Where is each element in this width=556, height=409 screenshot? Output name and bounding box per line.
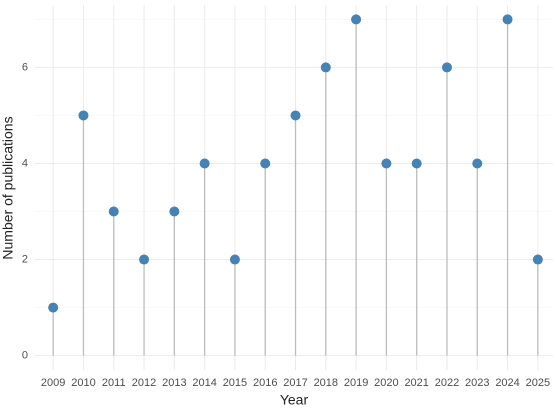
point [108, 206, 119, 217]
point [411, 158, 422, 169]
x-tick-label: 2018 [314, 377, 338, 389]
x-tick-label: 2020 [374, 377, 398, 389]
x-tick-label: 2009 [41, 377, 65, 389]
point [139, 254, 150, 265]
point [78, 110, 89, 121]
point [48, 302, 59, 313]
point [199, 158, 210, 169]
y-axis-title: Number of publications [0, 116, 16, 259]
x-tick-label: 2017 [283, 377, 307, 389]
x-tick-label: 2019 [344, 377, 368, 389]
x-tick-label: 2022 [435, 377, 459, 389]
y-tick-label: 0 [22, 349, 28, 361]
x-tick-label: 2025 [526, 377, 550, 389]
point [290, 110, 301, 121]
x-tick-label: 2015 [223, 377, 247, 389]
x-tick-label: 2010 [71, 377, 95, 389]
x-tick-label: 2021 [404, 377, 428, 389]
x-axis-title: Year [280, 392, 309, 408]
point [169, 206, 180, 217]
y-tick-label: 4 [22, 157, 28, 169]
x-tick-label: 2011 [102, 377, 126, 389]
point [351, 14, 362, 25]
point [260, 158, 271, 169]
point [229, 254, 240, 265]
x-tick-label: 2013 [162, 377, 186, 389]
point [472, 158, 483, 169]
x-tick-label: 2016 [253, 377, 277, 389]
x-tick-label: 2024 [495, 377, 519, 389]
x-tick-label: 2023 [465, 377, 489, 389]
point [502, 14, 513, 25]
x-tick-label: 2012 [132, 377, 156, 389]
x-tick-label: 2014 [192, 377, 216, 389]
y-tick-label: 2 [22, 253, 28, 265]
point [532, 254, 543, 265]
point [381, 158, 392, 169]
point [441, 62, 452, 73]
y-tick-label: 6 [22, 61, 28, 73]
point [320, 62, 331, 73]
